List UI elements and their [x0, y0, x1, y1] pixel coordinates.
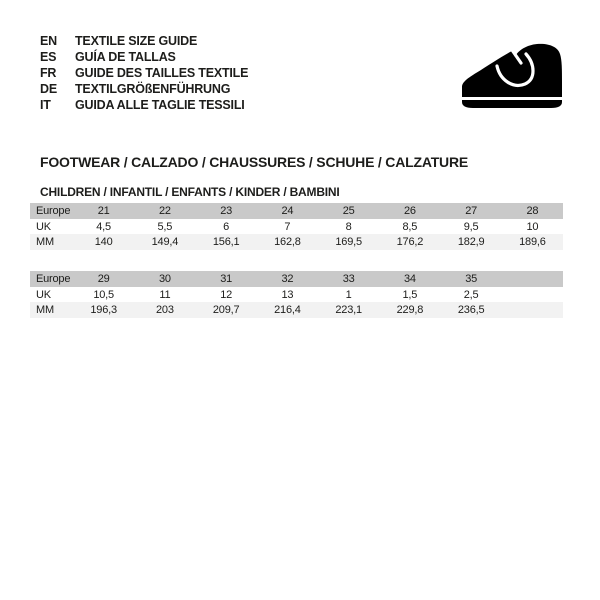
size-cell: 4,5	[96, 220, 111, 233]
language-title: TEXTILE SIZE GUIDE	[75, 34, 198, 48]
size-cell: 31	[220, 273, 233, 285]
size-tables: Europe 21 22 23 24 25 26 27 28 UK 4,5 5,5 6 7 8 8,5 9,5 1…	[30, 203, 563, 339]
size-cell: 203	[155, 304, 174, 316]
size-cell: 189,6	[519, 236, 546, 248]
size-cell: 176,2	[396, 236, 424, 248]
row-label: MM	[36, 236, 54, 248]
size-cell: 13	[281, 288, 294, 301]
size-cell: 27	[465, 205, 478, 217]
language-title: GUIDE DES TAILLES TEXTILE	[75, 66, 249, 80]
shoe-icon	[462, 43, 562, 108]
row-label: MM	[36, 304, 54, 316]
language-title: GUIDA ALLE TAGLIE TESSILI	[75, 98, 245, 112]
language-code: EN	[40, 34, 57, 48]
size-cell: 12	[220, 288, 233, 301]
size-cell: 209,7	[212, 304, 240, 316]
size-cell: 25	[342, 205, 355, 217]
size-cell: 32	[281, 273, 294, 285]
size-cell: 22	[158, 205, 171, 217]
language-row: DE TEXTILGRÖßENFÜHRUNG	[40, 81, 248, 97]
size-cell: 229,8	[396, 304, 424, 316]
language-code: DE	[40, 82, 57, 96]
size-cell: 33	[342, 273, 355, 285]
size-cell: 236,5	[457, 304, 485, 316]
size-cell: 2,5	[463, 288, 479, 301]
section-title: FOOTWEAR / CALZADO / CHAUSSURES / SCHUHE…	[40, 154, 469, 170]
language-row: IT GUIDA ALLE TAGLIE TESSILI	[40, 97, 248, 113]
row-label: Europe	[36, 273, 71, 285]
size-table: Europe 29 30 31 32 33 34 35 UK 10,5 11 12 13 1 1,5 2,5 M…	[30, 271, 563, 318]
row-label: Europe	[36, 205, 71, 217]
size-cell: 11	[159, 288, 171, 301]
size-cell: 182,9	[457, 236, 485, 248]
language-row: FR GUIDE DES TAILLES TEXTILE	[40, 65, 248, 81]
size-cell: 10,5	[93, 288, 114, 301]
size-cell: 26	[403, 205, 416, 217]
size-cell: 34	[403, 273, 416, 285]
size-cell: 8,5	[402, 220, 418, 233]
size-cell: 8	[345, 220, 352, 233]
size-cell: 1,5	[402, 288, 418, 301]
size-cell: 24	[281, 205, 294, 217]
language-code: FR	[40, 66, 57, 80]
size-cell: 6	[223, 220, 230, 233]
size-cell: 28	[526, 205, 539, 217]
language-title: TEXTILGRÖßENFÜHRUNG	[75, 82, 231, 96]
table-row: UK 4,5 5,5 6 7 8 8,5 9,5 10	[30, 219, 563, 234]
language-title: GUÍA DE TALLAS	[75, 50, 176, 64]
size-cell: 21	[97, 205, 110, 217]
table-row: Europe 29 30 31 32 33 34 35	[30, 271, 563, 287]
row-label: UK	[36, 288, 51, 301]
language-row: EN TEXTILE SIZE GUIDE	[40, 33, 248, 49]
size-cell: 223,1	[335, 304, 362, 316]
size-cell	[502, 302, 563, 318]
size-cell: 7	[284, 220, 291, 233]
size-cell	[502, 287, 563, 302]
size-cell: 35	[465, 273, 478, 285]
size-cell: 156,1	[212, 236, 240, 248]
size-cell: 9,5	[463, 220, 479, 233]
table-row: Europe 21 22 23 24 25 26 27 28	[30, 203, 563, 219]
language-code: IT	[40, 98, 51, 112]
size-table: Europe 21 22 23 24 25 26 27 28 UK 4,5 5,5 6 7 8 8,5 9,5 1…	[30, 203, 563, 250]
size-cell: 162,8	[274, 236, 301, 248]
table-row: MM 196,3 203 209,7 216,4 223,1 229,8 236,5	[30, 302, 563, 318]
section-subtitle: CHILDREN / INFANTIL / ENFANTS / KINDER /…	[40, 185, 340, 199]
table-row: MM 140 149,4 156,1 162,8 169,5 176,2 182,9 189,6	[30, 234, 563, 250]
size-cell: 169,5	[335, 236, 362, 248]
size-cell: 29	[97, 273, 110, 285]
size-cell: 23	[220, 205, 233, 217]
size-cell: 149,4	[151, 236, 179, 248]
size-cell	[502, 271, 563, 287]
size-cell: 216,4	[274, 304, 301, 316]
language-row: ES GUÍA DE TALLAS	[40, 49, 248, 65]
size-cell: 1	[345, 288, 352, 301]
language-title-list: EN TEXTILE SIZE GUIDE ES GUÍA DE TALLAS FR GU…	[40, 33, 248, 113]
size-cell: 140	[94, 236, 113, 248]
size-cell: 10	[526, 220, 539, 233]
language-code: ES	[40, 50, 57, 64]
size-cell: 30	[158, 273, 171, 285]
size-cell: 196,3	[90, 304, 117, 316]
table-row: UK 10,5 11 12 13 1 1,5 2,5	[30, 287, 563, 302]
brand-logo	[459, 42, 565, 108]
row-label: UK	[36, 220, 51, 233]
size-cell: 5,5	[157, 220, 173, 233]
